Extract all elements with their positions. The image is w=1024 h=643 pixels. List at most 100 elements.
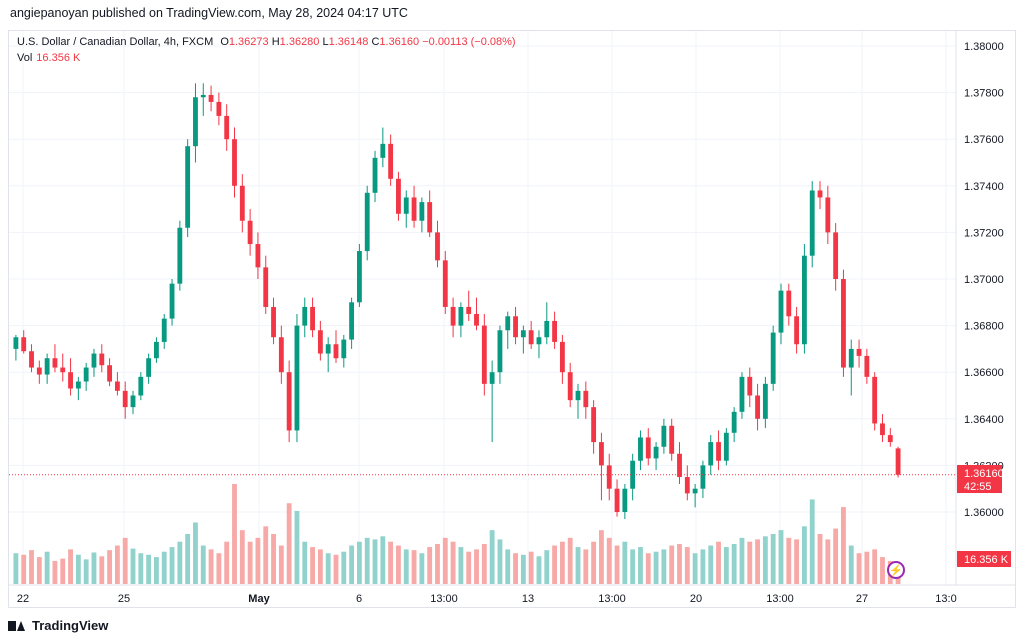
candle-body: [36, 367, 42, 375]
candle-body: [708, 442, 714, 466]
volume-bar: [75, 554, 81, 584]
volume-bar: [809, 499, 815, 584]
volume-bar: [762, 536, 768, 584]
candle-body: [809, 190, 815, 256]
candle-body: [684, 477, 690, 494]
chart-frame: [8, 30, 1016, 608]
volume-bar: [661, 549, 667, 584]
high-value: 1.36280: [279, 36, 320, 48]
volume-bar: [458, 547, 464, 584]
candle-body: [638, 437, 643, 461]
candle-body: [520, 330, 526, 338]
candle-body: [138, 376, 144, 396]
volume-value: 16.356 K: [36, 52, 81, 64]
volume-label[interactable]: Vol: [17, 52, 33, 64]
symbol-description[interactable]: U.S. Dollar / Canadian Dollar, 4h, FXCM: [17, 36, 214, 48]
time-tick-label: 27: [856, 593, 868, 605]
low-value: 1.36148: [328, 36, 369, 48]
volume-bar: [271, 534, 276, 584]
volume-bar: [239, 530, 245, 584]
publish-info: angiepanoyan published on TradingView.co…: [10, 6, 408, 20]
last-volume-value: 16.356 K: [964, 554, 1009, 566]
volume-bar: [669, 545, 675, 584]
volume-bar: [864, 551, 870, 584]
time-tick-label: 13: [522, 593, 534, 605]
change-value: −0.00113 (−0.08%): [422, 36, 516, 48]
candle-body: [489, 372, 495, 384]
volume-bar: [356, 541, 362, 584]
candle-body: [497, 330, 503, 373]
volume-bar: [536, 556, 542, 584]
volume-bar: [146, 554, 152, 584]
volume-bar: [435, 544, 440, 584]
volume-bar: [247, 541, 253, 584]
volume-bar: [614, 545, 620, 584]
volume-bar: [29, 550, 34, 584]
candle-body: [872, 376, 878, 424]
candle-body: [388, 143, 394, 179]
volume-bar: [528, 551, 534, 584]
volume-bar: [99, 556, 105, 584]
candle-body: [200, 94, 206, 98]
candle-body: [599, 442, 604, 466]
volume-bar: [591, 541, 597, 584]
volume-bar: [232, 484, 237, 584]
candle-body: [278, 337, 284, 373]
time-tick-label: 6: [356, 593, 362, 605]
brand-name: TradingView: [32, 618, 109, 633]
candle-body: [169, 283, 175, 319]
candle-body: [13, 337, 19, 349]
candle-body: [567, 372, 573, 401]
last-price-label-bg: [957, 465, 1002, 493]
price-tick-label: 1.37200: [964, 227, 1004, 239]
candlestick-chart[interactable]: 1.38000 1.37800 1.37600 1.37400 1.37200 1.370…: [0, 0, 1024, 608]
volume-bar: [856, 553, 862, 584]
candle-body: [474, 313, 479, 326]
volume-bar: [778, 530, 784, 584]
volume-bar: [801, 526, 807, 584]
volume-bar: [770, 534, 776, 584]
volume-bar: [169, 547, 175, 584]
candle-body: [232, 139, 237, 186]
grid-lines: [9, 31, 956, 585]
candle-body: [692, 488, 698, 494]
candle-body: [216, 101, 222, 116]
candle-body: [435, 232, 440, 261]
candle-body: [669, 425, 675, 454]
candle-body: [255, 244, 261, 268]
volume-bar: [278, 545, 284, 584]
volume-bar: [13, 553, 19, 584]
time-tick-label: 13:00: [598, 593, 626, 605]
volume-bar: [341, 551, 347, 584]
footer-brand: TradingView: [8, 618, 108, 633]
volume-bar: [599, 530, 604, 584]
time-tick-label: 13:0: [935, 593, 956, 605]
volume-bar: [114, 545, 120, 584]
candle-body: [458, 306, 464, 326]
volume-bar: [474, 549, 479, 584]
volume-bar: [442, 537, 448, 584]
price-tick-label: 1.36000: [964, 507, 1004, 519]
open-value: 1.36273: [228, 36, 269, 48]
volume-bar: [263, 526, 269, 584]
lightning-icon[interactable]: ⚡: [887, 561, 905, 579]
volume-bar: [380, 536, 386, 584]
candle-body: [544, 320, 550, 338]
candle-body: [645, 437, 651, 459]
volume-bar: [154, 557, 159, 584]
candle-body: [380, 143, 386, 158]
candle-body: [770, 332, 776, 384]
legend-volume-row: Vol 16.356 K: [17, 50, 516, 66]
volume-bar: [52, 560, 58, 584]
price-tick-label: 1.37400: [964, 181, 1004, 193]
candle-body: [450, 306, 456, 326]
candle-body: [895, 448, 901, 475]
candle-body: [263, 267, 269, 307]
candle-body: [349, 302, 355, 340]
volume-bar: [317, 549, 323, 584]
volume-bar: [505, 549, 511, 584]
volume-bar: [583, 549, 589, 584]
volume-bar: [677, 544, 682, 584]
candle-body: [622, 488, 628, 512]
candle-body: [864, 355, 870, 377]
